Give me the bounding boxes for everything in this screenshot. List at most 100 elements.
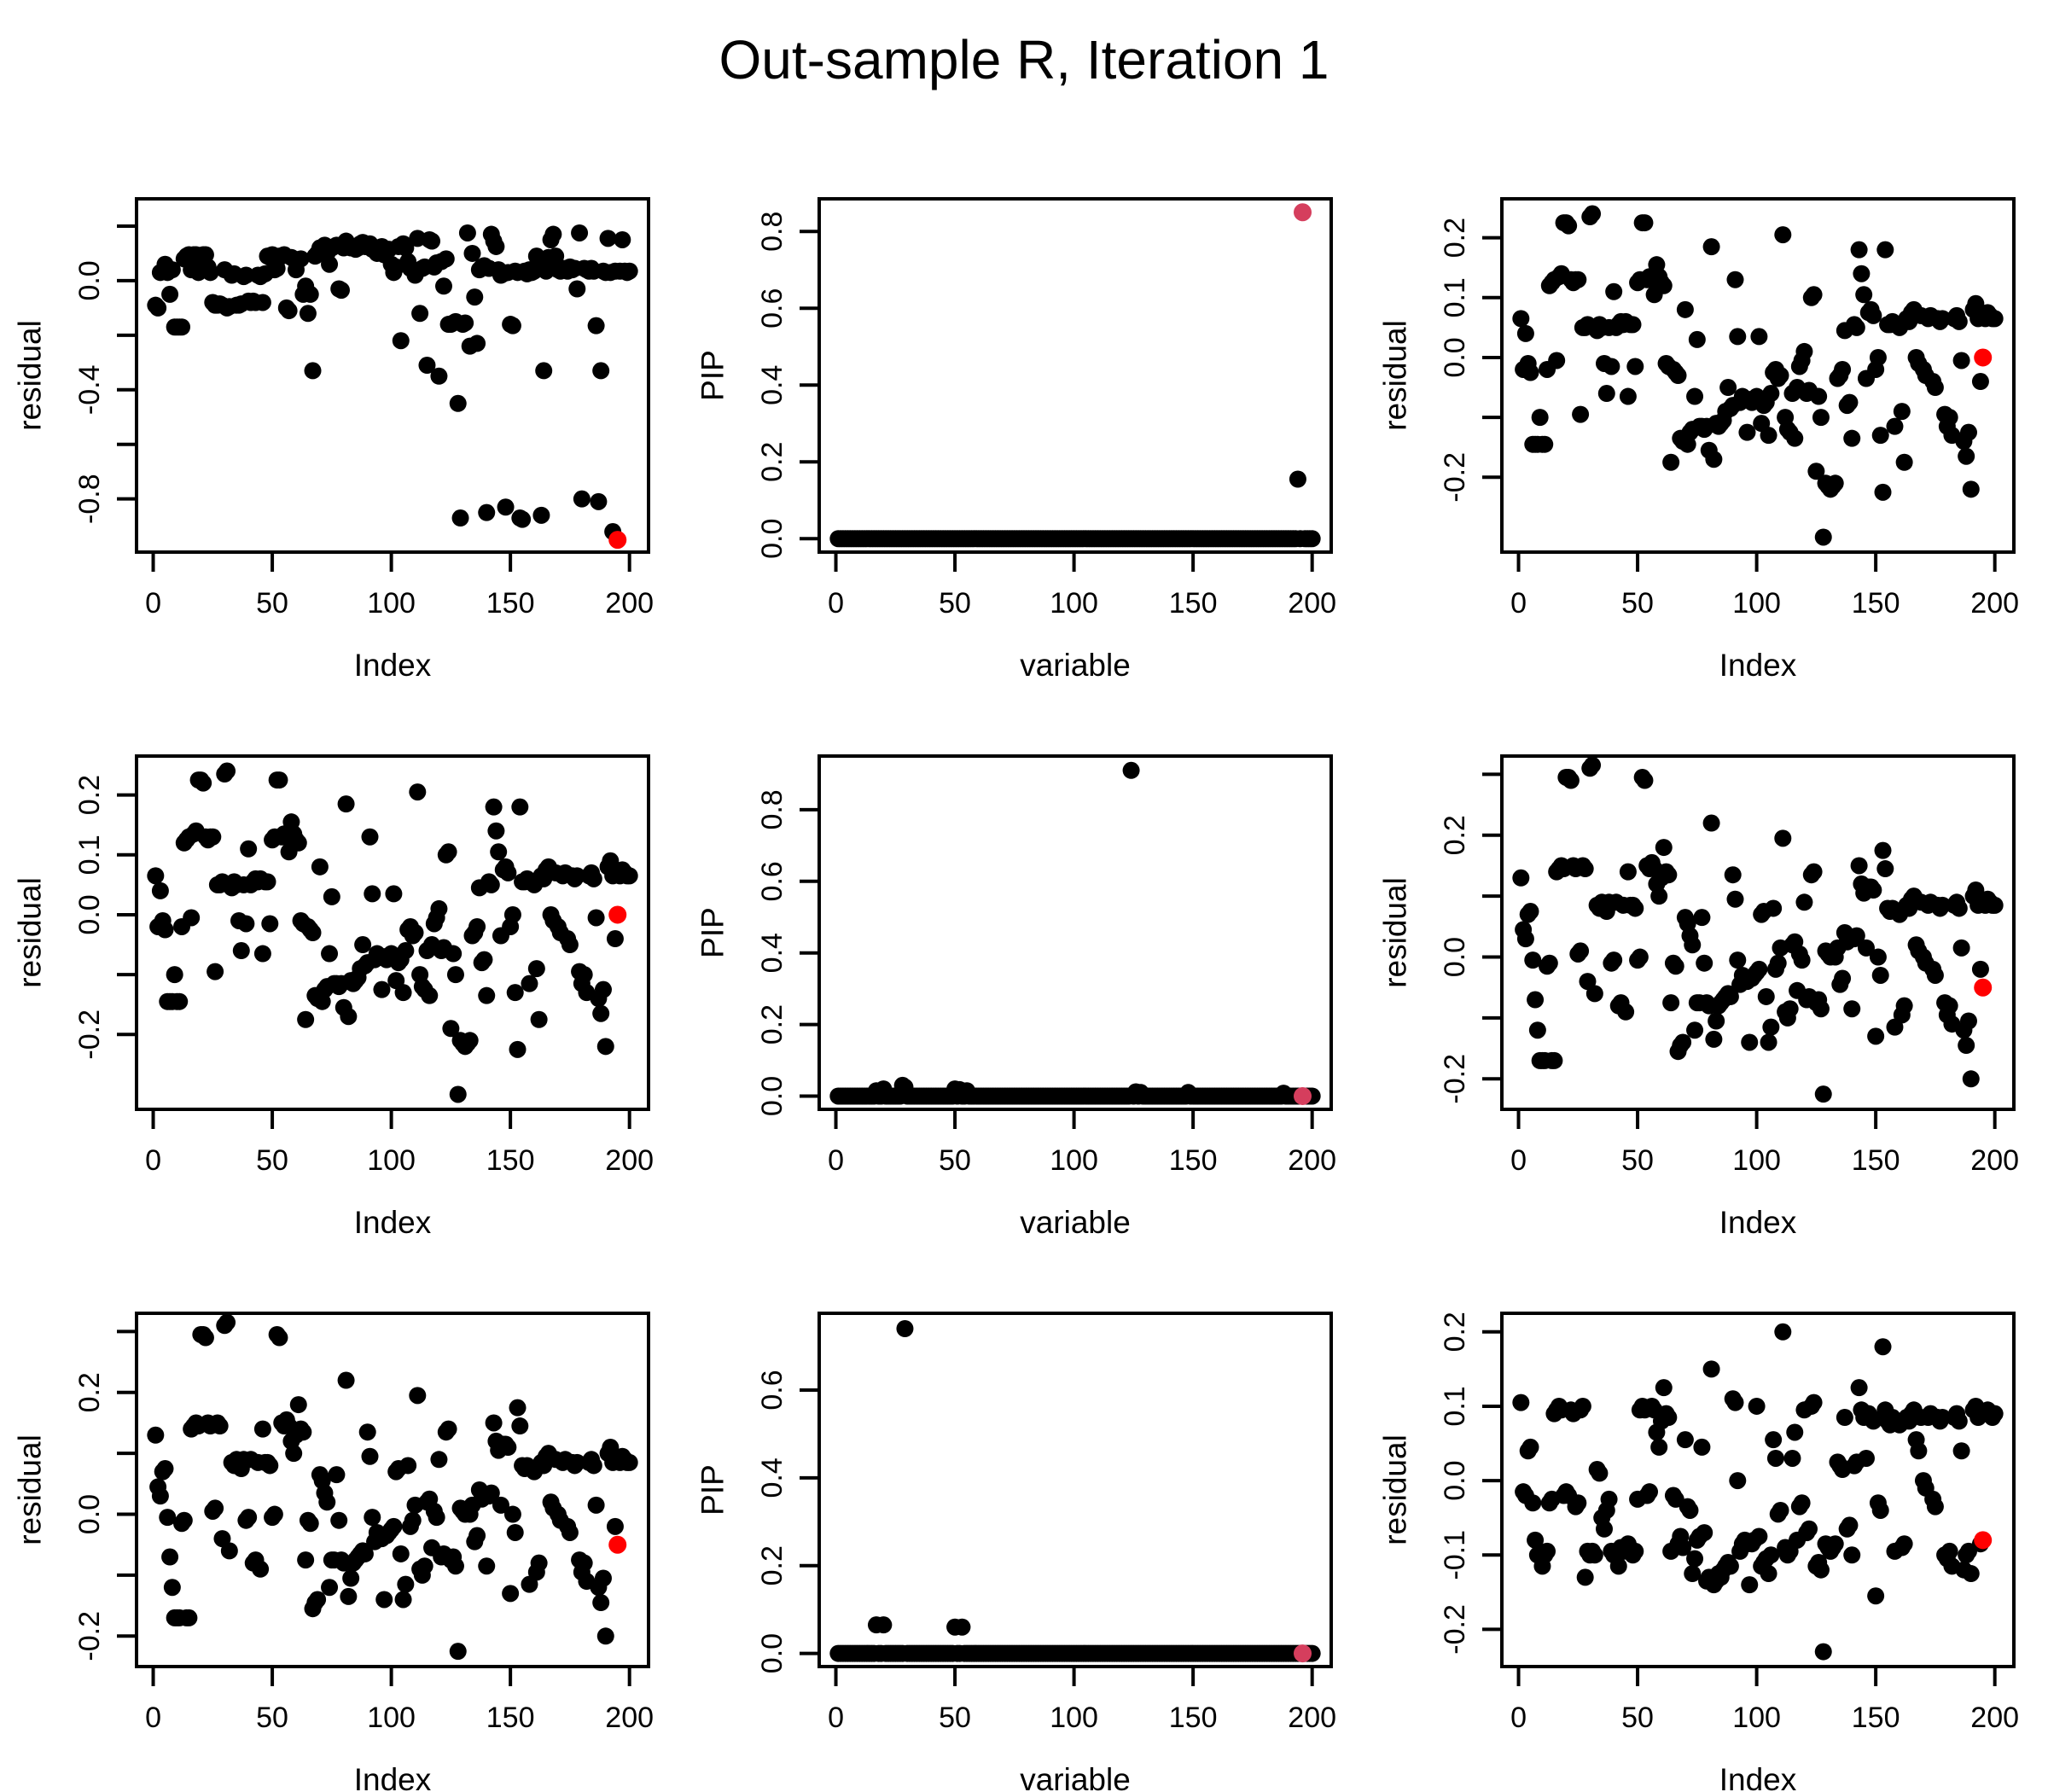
- data-point: [1805, 1393, 1823, 1411]
- data-point: [606, 1517, 624, 1535]
- y-tick-label: 0.6: [756, 861, 788, 901]
- data-point: [265, 1505, 283, 1523]
- data-point: [1729, 951, 1747, 969]
- data-point: [1750, 328, 1768, 346]
- data-point: [442, 1020, 460, 1038]
- data-point: [163, 261, 181, 279]
- y-tick-label: 0.6: [756, 1370, 788, 1410]
- data-point: [1724, 866, 1742, 884]
- data-point: [416, 1557, 433, 1575]
- data-point: [573, 490, 591, 508]
- data-point: [457, 314, 474, 332]
- data-point: [1619, 387, 1637, 405]
- data-point: [1524, 1494, 1542, 1512]
- data-point: [439, 843, 457, 861]
- data-point: [1688, 330, 1706, 348]
- data-point: [1122, 761, 1140, 779]
- data-point: [620, 1453, 638, 1471]
- data-point: [1719, 379, 1737, 397]
- x-axis-label: Index: [1719, 1762, 1797, 1792]
- x-axis-label: Index: [354, 648, 432, 683]
- data-point: [1560, 217, 1578, 235]
- data-point: [253, 945, 271, 963]
- data-point: [1986, 1405, 2004, 1423]
- x-tick-label: 50: [1621, 1144, 1654, 1177]
- data-point: [1641, 1483, 1659, 1501]
- data-point: [1528, 1021, 1546, 1039]
- data-point: [299, 305, 317, 323]
- data-point: [1765, 899, 1783, 917]
- data-point: [1626, 899, 1644, 917]
- data-point: [1726, 271, 1744, 288]
- data-point: [1836, 1409, 1853, 1427]
- data-point: [147, 867, 165, 885]
- data-point: [1569, 1494, 1587, 1512]
- data-point: [590, 492, 608, 510]
- data-point: [1958, 447, 1975, 465]
- data-point: [1793, 951, 1811, 969]
- data-point: [149, 299, 167, 317]
- data-point: [1772, 367, 1789, 384]
- data-point: [430, 899, 448, 917]
- data-point: [1531, 409, 1549, 427]
- data-point: [430, 367, 448, 385]
- data-point: [1765, 1431, 1783, 1449]
- data-point: [394, 984, 412, 1002]
- data-point: [568, 1453, 586, 1471]
- data-point: [1574, 1397, 1591, 1415]
- x-tick-label: 100: [367, 1702, 416, 1734]
- data-point: [1705, 451, 1723, 468]
- data-point: [1857, 939, 1875, 957]
- data-point: [337, 1371, 355, 1389]
- highlight-point: [1294, 1644, 1312, 1663]
- x-tick-label: 0: [1510, 587, 1527, 620]
- data-point: [1674, 1539, 1692, 1556]
- data-point: [1597, 385, 1615, 403]
- data-point: [1760, 1033, 1777, 1051]
- data-point: [218, 762, 236, 780]
- data-point: [544, 225, 562, 243]
- data-point: [896, 1320, 914, 1337]
- data-point: [253, 1420, 271, 1438]
- y-tick-label: 0.0: [73, 1494, 106, 1534]
- data-point: [271, 771, 288, 789]
- data-point: [1766, 1449, 1784, 1467]
- data-point: [330, 1511, 348, 1529]
- data-point: [175, 1511, 193, 1529]
- x-tick-label: 200: [1288, 587, 1336, 620]
- data-point: [461, 1032, 479, 1050]
- y-tick-label: 0.2: [1439, 218, 1471, 258]
- data-point: [196, 1329, 214, 1347]
- data-point: [147, 1426, 165, 1444]
- data-point: [1795, 342, 1813, 360]
- data-point: [201, 264, 219, 282]
- y-tick-label: 0.8: [756, 212, 788, 252]
- panel-r1c3: 0 50 100 150 200 0.2 0.1 0.0 -0.2 Index residual: [1378, 197, 2019, 683]
- data-point: [1971, 373, 1989, 391]
- data-point: [342, 1569, 360, 1587]
- data-point: [1826, 474, 1844, 492]
- data-point: [485, 1414, 503, 1432]
- x-axis-label: Index: [1719, 1205, 1797, 1240]
- data-point: [1814, 1643, 1832, 1661]
- data-point: [1762, 1546, 1780, 1564]
- data-point: [171, 992, 189, 1010]
- data-point: [240, 840, 258, 858]
- data-point: [1738, 423, 1756, 441]
- data-point: [1926, 966, 1944, 984]
- data-point: [1576, 1568, 1594, 1586]
- plot-box: [135, 1312, 650, 1668]
- data-point: [1693, 1438, 1711, 1456]
- data-point: [361, 828, 379, 846]
- y-tick-label: 0.1: [1439, 277, 1471, 317]
- data-point: [1812, 1561, 1830, 1579]
- data-point: [1952, 939, 1970, 957]
- data-point: [1857, 1449, 1875, 1467]
- data-point: [252, 1560, 270, 1578]
- panel-r3c3: 0 50 100 150 200 0.2 0.1 0.0 -0.1 -0.2 Index residu…: [1378, 1312, 2019, 1792]
- x-tick-label: 50: [256, 587, 288, 620]
- data-point: [354, 936, 372, 954]
- data-point: [1750, 1527, 1768, 1545]
- data-point: [502, 1585, 520, 1603]
